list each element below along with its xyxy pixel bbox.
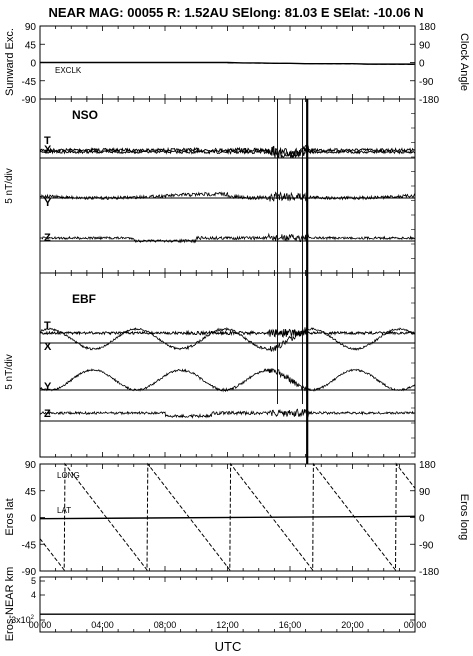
ebf-y-trace (39, 368, 416, 393)
x-tick-label: 08:00 (154, 620, 177, 630)
distance-ylabel: Eros-NEAR km (4, 567, 16, 642)
x-axis-label: UTC (215, 639, 242, 654)
x-axis-ticks: 00:00 04:00 08:00 12:00 16:00 20:00 00:00 (29, 26, 427, 632)
eros-lat-ytick-label: 90 (25, 460, 37, 471)
event-lines (277, 99, 309, 464)
clock-angle-ytick-label: 0 (419, 59, 425, 70)
eros-long-ytick-label: 180 (419, 460, 436, 471)
long-series-label: LONG (57, 471, 80, 480)
exclk-annotation: EXCLK (55, 66, 82, 75)
eros-long-ytick-label: -90 (419, 540, 434, 551)
ebf-z-trace (39, 408, 416, 419)
eros-long-ytick-label: 0 (419, 514, 425, 525)
eros-lat-ytick-label: 45 (25, 487, 37, 498)
ebf-panel-label: EBF (72, 292, 96, 306)
eros-angle-series (39, 462, 416, 572)
eros-long-ytick-label: -180 (419, 567, 439, 578)
nso-ylabel: 5 nT/div (4, 168, 15, 204)
clock-angle-ylabel: Clock Angle (458, 33, 470, 91)
sunward-ylabel: Sunward Exc. (4, 28, 16, 96)
nso-panel-label: NSO (72, 108, 98, 122)
clock-angle-ytick-label: 180 (419, 22, 436, 33)
nso-panel-frame (39, 98, 416, 274)
eros-long-ytick-label: 90 (419, 487, 431, 498)
eros-lat-ytick-label: -90 (22, 567, 37, 578)
sunward-ytick-label: 45 (25, 40, 37, 51)
sunward-ytick-label: 90 (25, 22, 37, 33)
x-tick-label: 04:00 (91, 620, 114, 630)
distance-tick-3x10-2: 3x102 (11, 615, 35, 625)
eros-lat-ytick-label: 0 (30, 514, 36, 525)
clock-angle-ytick-label: -180 (419, 95, 439, 106)
ebf-ylabel: 5 nT/div (4, 354, 15, 390)
eros-lat-ylabel: Eros lat (4, 498, 16, 535)
nso-y-trace (40, 191, 416, 202)
sunward-excursion-line (40, 61, 415, 65)
clock-angle-ytick-label: 90 (419, 40, 431, 51)
clock-angle-ytick-label: -90 (419, 77, 434, 88)
eros-lat-ytick-label: -45 (22, 540, 37, 551)
ebf-component-label: X (44, 341, 52, 353)
sunward-ytick-label: -45 (22, 77, 37, 88)
distance-tick-4: 4 (31, 590, 36, 600)
sunward-ytick-label: -90 (22, 95, 37, 106)
eros-long-ylabel: Eros long (458, 494, 470, 540)
ebf-t-trace (39, 328, 416, 338)
nso-gridlines (40, 113, 415, 259)
lat-series-label: LAT (57, 506, 71, 515)
x-tick-label: 12:00 (216, 620, 239, 630)
ebf-series: TX Y Z (39, 320, 416, 420)
ebf-component-label: Y (44, 381, 52, 393)
nso-component-label: T (44, 135, 51, 147)
sunward-ytick-label: 0 (30, 59, 36, 70)
ebf-panel-frame (39, 272, 416, 458)
clock-angle-line (227, 62, 416, 66)
nso-component-label: Y (44, 197, 52, 209)
ebf-component-label: T (44, 320, 51, 332)
eros-long-line (39, 462, 416, 572)
sunward-ticks: 90 180 45 90 0 0 -45 -90 -90 -180 (22, 22, 440, 106)
nso-z-trace (39, 232, 416, 244)
x-tick-label: 00:00 (29, 620, 52, 630)
distance-ticks (40, 580, 415, 621)
distance-tick-5: 5 (31, 576, 36, 586)
x-tick-label: 16:00 (279, 620, 302, 630)
eros-lat-line (39, 515, 416, 520)
x-tick-label: 00:00 (404, 620, 427, 630)
sunward-series (40, 61, 416, 66)
x-tick-label: 20:00 (341, 620, 364, 630)
ebf-x-trace (39, 326, 416, 352)
nso-x-trace (39, 147, 416, 159)
figure-title: NEAR MAG: 00055 R: 1.52AU SElong: 81.03 … (49, 5, 424, 20)
eros-angle-ticks: 90 180 45 90 0 0 -45 -90 -90 -180 (22, 460, 440, 578)
ebf-component-label: Z (44, 408, 51, 420)
